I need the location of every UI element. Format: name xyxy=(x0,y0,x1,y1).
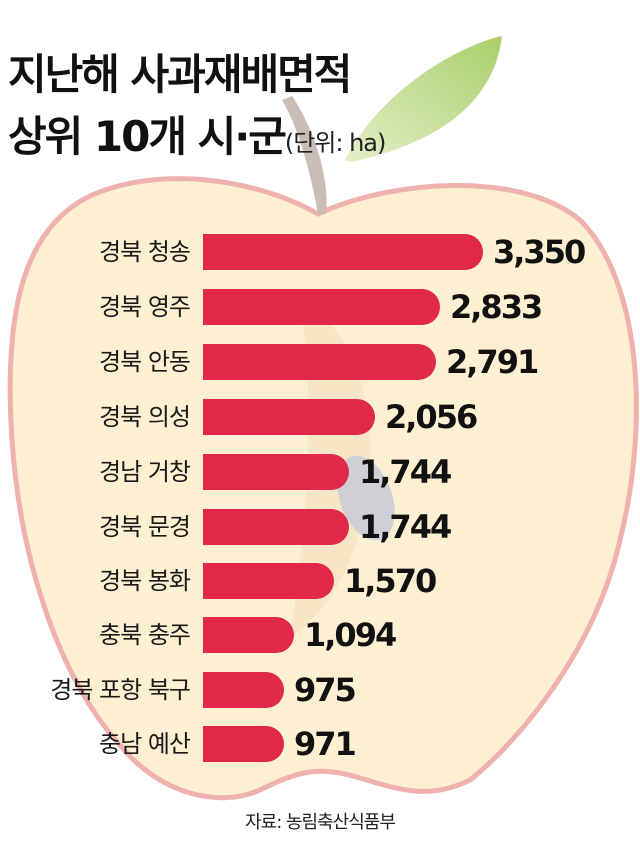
bar-row: 경북 문경 1,744 xyxy=(0,508,640,546)
bar xyxy=(203,726,284,762)
stem-icon xyxy=(282,96,327,214)
bar-row: 경북 의성 2,056 xyxy=(0,398,640,436)
leaf-icon xyxy=(345,36,502,162)
bar-row: 경북 포항 북구 975 xyxy=(0,671,640,709)
bar-row: 경남 거창 1,744 xyxy=(0,453,640,491)
chart-title: 지난해 사과재배면적 상위 10개 시·군(단위: ha) xyxy=(8,44,387,174)
title-line-1: 지난해 사과재배면적 xyxy=(8,50,352,99)
bar-value: 1,094 xyxy=(304,616,397,654)
bar-label: 경남 거창 xyxy=(99,458,191,486)
bar xyxy=(203,344,436,380)
bar xyxy=(203,563,334,599)
bar xyxy=(203,289,440,325)
bar-value: 2,791 xyxy=(446,343,539,381)
bar xyxy=(203,617,294,653)
bar xyxy=(203,672,284,708)
source-note: 자료: 농림축산식품부 xyxy=(245,812,396,833)
bar-row: 충북 충주 1,094 xyxy=(0,616,640,654)
bar-label: 충남 예산 xyxy=(99,730,191,758)
bar-label: 경북 안동 xyxy=(99,348,191,376)
title-line-2-text: 상위 10개 시·군 xyxy=(8,112,287,161)
bar-value: 1,744 xyxy=(359,453,452,491)
bar-label: 경북 문경 xyxy=(99,513,191,541)
bar-value: 971 xyxy=(294,725,357,763)
bar-label: 충북 충주 xyxy=(99,621,191,649)
bar xyxy=(203,399,375,435)
bar-row: 경북 영주 2,833 xyxy=(0,288,640,326)
bar-row: 충남 예산 971 xyxy=(0,725,640,763)
bar-label: 경북 봉화 xyxy=(99,567,191,595)
bar-value: 2,833 xyxy=(450,288,543,326)
bar-row: 경북 봉화 1,570 xyxy=(0,562,640,600)
unit-label: (단위: ha) xyxy=(284,129,387,157)
bar-label: 경북 의성 xyxy=(99,403,191,431)
bar-label: 경북 영주 xyxy=(99,293,191,321)
bar-row: 경북 안동 2,791 xyxy=(0,343,640,381)
bar-row: 경북 청송 3,350 xyxy=(0,233,640,271)
seed-icon xyxy=(337,455,395,541)
bar-value: 1,744 xyxy=(359,508,452,546)
bar-label: 경북 청송 xyxy=(99,238,191,266)
bar xyxy=(203,509,349,545)
title-line-2: 상위 10개 시·군(단위: ha) xyxy=(8,106,387,174)
bar xyxy=(203,234,483,270)
bar-value: 2,056 xyxy=(385,398,478,436)
bar-value: 3,350 xyxy=(493,233,586,271)
bar-label: 경북 포항 북구 xyxy=(50,676,191,704)
bar xyxy=(203,454,349,490)
bar-value: 1,570 xyxy=(344,562,437,600)
bar-value: 975 xyxy=(294,671,357,709)
